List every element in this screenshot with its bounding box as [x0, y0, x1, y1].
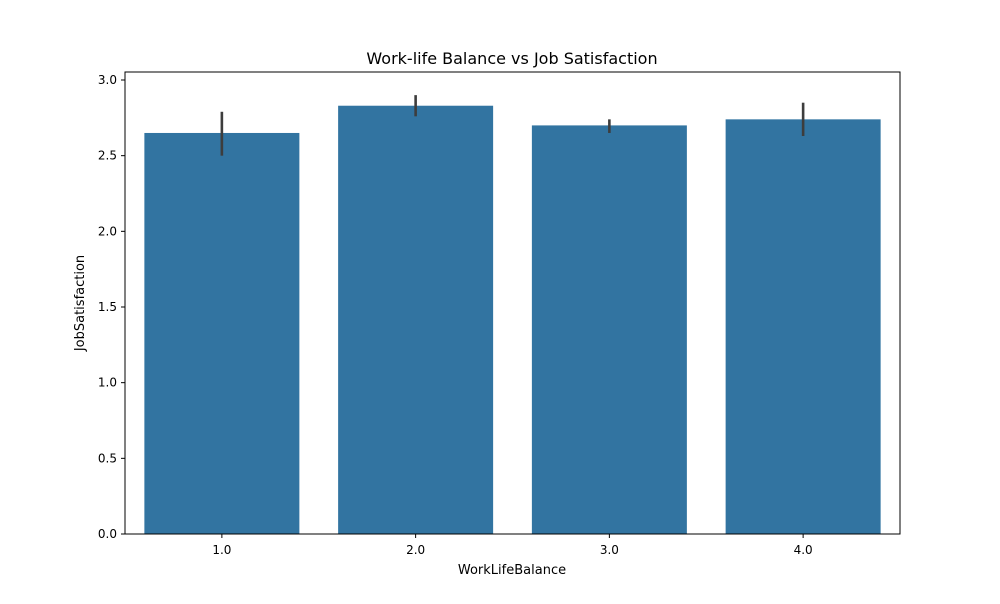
x-tick-label: 2.0	[406, 543, 425, 557]
x-tick-label: 1.0	[212, 543, 231, 557]
x-tick-label: 3.0	[600, 543, 619, 557]
y-axis: 0.0 0.5 1.0 1.5 2.0 2.5 3.0	[98, 73, 125, 541]
bar-4.0	[725, 119, 881, 534]
y-tick-label: 1.5	[98, 300, 117, 314]
x-axis-label: WorkLifeBalance	[458, 563, 566, 578]
chart-title: Work-life Balance vs Job Satisfaction	[366, 49, 657, 68]
y-tick-label: 3.0	[98, 73, 117, 87]
y-tick-label: 2.5	[98, 149, 117, 163]
y-tick-label: 0.5	[98, 451, 117, 465]
y-tick-label: 1.0	[98, 376, 117, 390]
bar-1.0	[144, 132, 300, 534]
y-tick-label: 2.0	[98, 224, 117, 238]
bar-3.0	[531, 125, 687, 535]
error-bars-layer	[220, 95, 805, 156]
plot-frame	[124, 71, 901, 535]
bar-2.0	[338, 105, 494, 534]
y-axis-label: JobSatisfaction	[73, 255, 88, 352]
x-axis: 1.0 2.0 3.0 4.0	[212, 534, 813, 557]
y-tick-label: 0.0	[98, 527, 117, 541]
bars-layer	[144, 105, 881, 535]
x-tick-label: 4.0	[794, 543, 813, 557]
